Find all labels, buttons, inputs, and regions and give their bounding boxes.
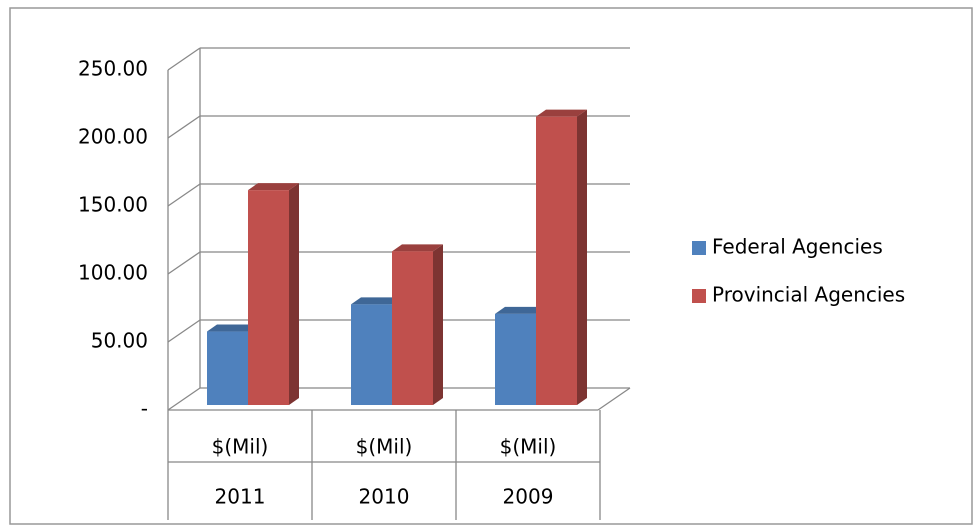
x-tick-label: $(Mil) — [212, 435, 269, 459]
bar-top — [351, 297, 402, 305]
legend-label: Federal Agencies — [712, 235, 883, 259]
y-tick-label: 100.00 — [78, 261, 148, 285]
bar-top — [495, 306, 546, 314]
x-tick-label: 2009 — [503, 485, 554, 509]
bar-top — [536, 109, 587, 117]
bar — [536, 116, 577, 406]
grid-line — [167, 183, 201, 207]
bar-side — [289, 183, 299, 405]
bar-side — [433, 244, 443, 405]
y-tick-label: 200.00 — [78, 125, 148, 149]
bar-top — [392, 244, 443, 252]
grid-line — [167, 115, 201, 139]
floor-line — [597, 387, 631, 411]
y-tick-label: 250.00 — [78, 57, 148, 81]
legend-swatch — [692, 241, 706, 255]
bar — [392, 251, 433, 405]
bar — [248, 190, 289, 405]
grid-line — [167, 47, 201, 71]
bar-top — [207, 324, 258, 332]
x-tick-label: 2011 — [215, 485, 266, 509]
x-tick-label: 2010 — [359, 485, 410, 509]
bar — [351, 304, 392, 405]
y-tick-label: 50.00 — [91, 329, 148, 353]
bar-side — [577, 109, 587, 406]
y-tick-label: - — [141, 397, 148, 421]
grid-line — [167, 319, 201, 343]
x-tick-label: $(Mil) — [356, 435, 413, 459]
bar — [207, 331, 248, 405]
x-tick-label: $(Mil) — [500, 435, 557, 459]
bar — [495, 313, 536, 405]
legend-label: Provincial Agencies — [712, 283, 905, 307]
grid-line — [167, 387, 201, 411]
legend-swatch — [692, 289, 706, 303]
bar-top — [248, 183, 299, 191]
chart-border — [9, 7, 973, 525]
y-tick-label: 150.00 — [78, 193, 148, 217]
grid-line — [167, 251, 201, 275]
